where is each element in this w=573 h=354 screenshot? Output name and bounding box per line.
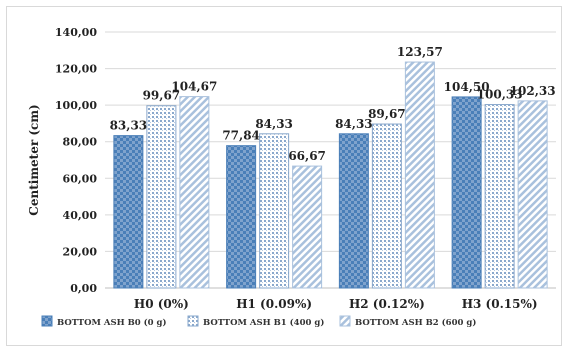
bar (338, 133, 369, 289)
data-label: 83,33 (110, 119, 148, 133)
data-label: 102,33 (510, 84, 556, 98)
y-axis-title: Centimeter (cm) (27, 104, 41, 215)
data-label: 89,67 (368, 107, 406, 121)
legend-swatch (187, 315, 199, 327)
data-label: 99,67 (143, 89, 181, 103)
data-label: 77,84 (222, 129, 260, 143)
bars (113, 61, 548, 289)
bar (226, 145, 257, 289)
bar (451, 96, 482, 289)
legend-label: BOTTOM ASH B2 (600 g) (355, 317, 476, 328)
data-labels: 83,3399,67104,6777,8484,3366,6784,3389,6… (110, 45, 556, 163)
bar (292, 165, 323, 289)
legend: BOTTOM ASH B0 (0 g) BOTTOM ASH B1 (400 g)… (41, 315, 476, 328)
x-tick-label: H0 (0%) (134, 297, 189, 311)
legend-label: BOTTOM ASH B0 (0 g) (57, 317, 167, 328)
data-label: 84,33 (335, 117, 373, 131)
bar (259, 133, 290, 289)
y-tick-label: 60,00 (63, 172, 98, 185)
y-tick-label: 140,00 (55, 26, 97, 39)
bar (113, 135, 144, 289)
x-tick-label: H3 (0.15%) (462, 297, 538, 311)
y-tick-label: 100,00 (55, 99, 97, 112)
x-tick-label: H1 (0.09%) (236, 297, 312, 311)
y-tick-label: 40,00 (63, 209, 98, 222)
bar (146, 105, 177, 289)
legend-swatch (339, 315, 351, 327)
data-label: 66,67 (288, 149, 326, 163)
bar (404, 61, 435, 289)
bar (371, 123, 402, 289)
legend-swatch (41, 315, 53, 327)
bar (484, 104, 515, 289)
y-tick-label: 120,00 (55, 63, 97, 76)
y-tick-label: 80,00 (63, 136, 98, 149)
data-label: 100,33 (477, 88, 523, 102)
data-label: 104,50 (444, 80, 490, 94)
y-tick-label: 20,00 (63, 245, 98, 258)
legend-label: BOTTOM ASH B1 (400 g) (203, 317, 324, 328)
y-tick-label: 0,00 (70, 282, 97, 295)
data-label: 104,67 (171, 80, 217, 94)
data-label: 123,57 (397, 45, 443, 59)
bar (179, 96, 210, 289)
data-label: 84,33 (255, 117, 293, 131)
x-tick-label: H2 (0.12%) (349, 297, 425, 311)
bar (517, 100, 548, 289)
axes: 0,00 20,00 40,00 60,00 80,00 100,00 120,00 140,… (27, 26, 556, 311)
